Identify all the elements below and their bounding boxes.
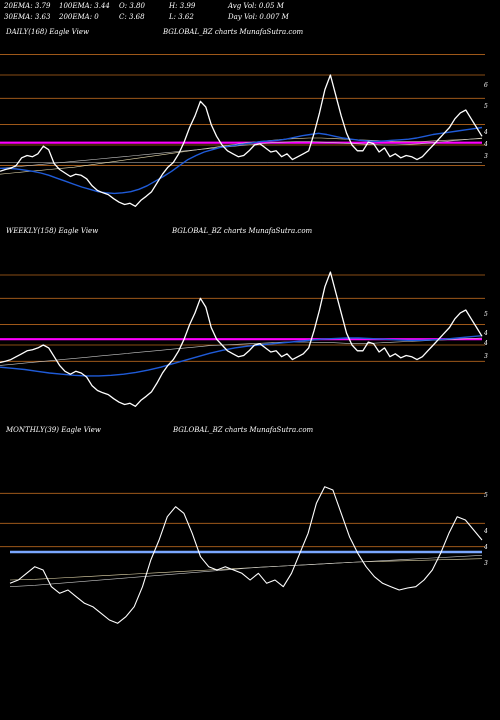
daily-price-line: [0, 74, 483, 207]
weekly-panel-label: WEEKLY(158) Eagle View: [6, 227, 99, 235]
avg-vol-label: Avg Vol: 0.05 M: [228, 2, 284, 10]
weekly-y-tick-label: 3: [484, 353, 488, 360]
monthly-price-line: [9, 486, 483, 624]
daily-watermark: BGLOBAL_BZ charts MunafaSutra.com: [163, 28, 304, 36]
weekly-y-tick-label: 4: [484, 340, 488, 347]
weekly-ema-line-2: [0, 337, 483, 366]
weekly-price-line: [0, 271, 483, 407]
monthly-y-tick-label: 5: [484, 492, 488, 499]
daily-y-tick-label: 5: [484, 103, 488, 110]
daily-ema-line-1: [0, 126, 483, 195]
weekly-y-tick-label: 5: [484, 311, 488, 318]
monthly-panel-label: MONTHLY(39) Eagle View: [6, 426, 101, 434]
daily-y-tick-label: 3: [484, 153, 488, 160]
monthly-y-tick-label: 4: [484, 544, 488, 551]
day-vol-label: Day Vol: 0.007 M: [228, 13, 289, 21]
monthly-y-tick-label: 4: [484, 528, 488, 535]
ema100-label: 100EMA: 3.44: [59, 2, 110, 10]
monthly-watermark: BGLOBAL_BZ charts MunafaSutra.com: [173, 426, 314, 434]
daily-y-tick-label: 4: [484, 141, 488, 148]
daily-ema-line-2: [0, 137, 483, 169]
open-label: O: 3.80: [119, 2, 145, 10]
daily-panel-label: DAILY(168) Eagle View: [6, 28, 89, 36]
daily-ema-line-3: [0, 137, 483, 175]
daily-y-tick-label: 6: [484, 82, 488, 89]
ema200-label: 200EMA: 0: [59, 13, 99, 21]
weekly-y-tick-label: 4: [484, 330, 488, 337]
weekly-watermark: BGLOBAL_BZ charts MunafaSutra.com: [172, 227, 313, 235]
close-label: C: 3.68: [119, 13, 145, 21]
ema30-label: 30EMA: 3.63: [4, 13, 51, 21]
low-label: L: 3.62: [169, 13, 194, 21]
monthly-y-tick-label: 3: [484, 560, 488, 567]
weekly-ema-line-1: [0, 335, 483, 377]
daily-y-tick-label: 4: [484, 129, 488, 136]
high-label: H: 3.99: [169, 2, 196, 10]
ema20-label: 20EMA: 3.79: [4, 2, 51, 10]
monthly-ema-line-1: [9, 555, 483, 587]
